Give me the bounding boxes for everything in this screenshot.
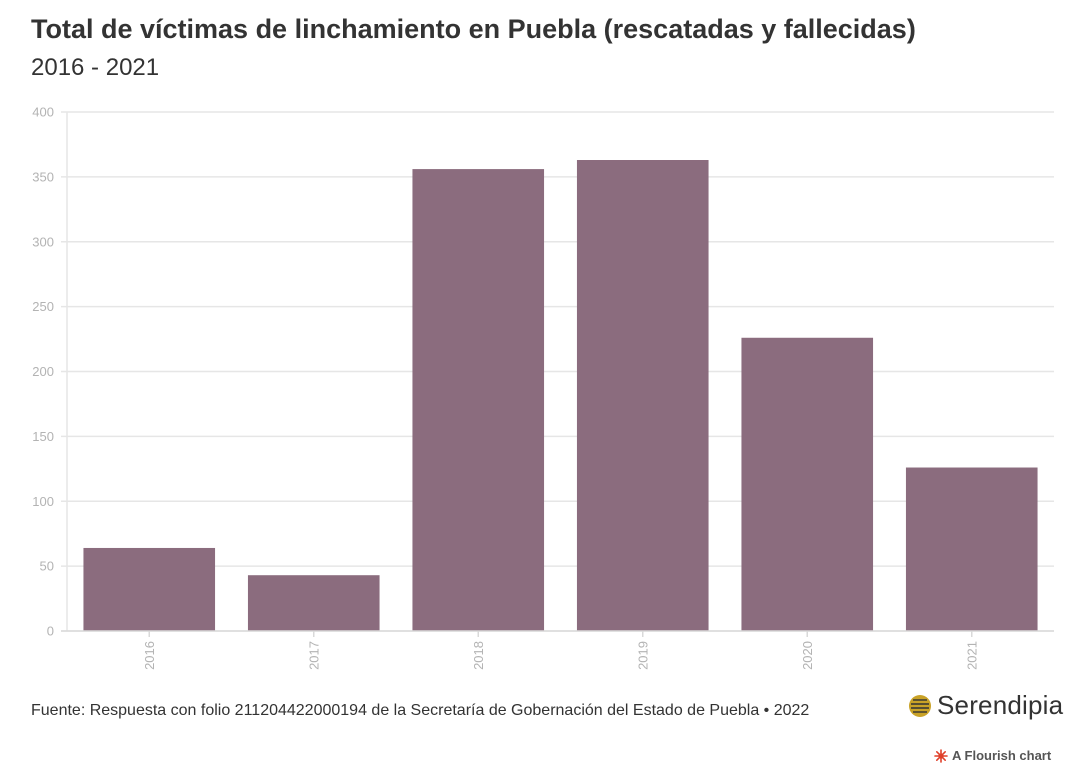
y-tick-label: 350 (32, 169, 54, 184)
bar (247, 575, 380, 631)
bar (905, 467, 1038, 631)
x-tick-label: 2018 (471, 641, 486, 670)
y-tick-label: 0 (47, 624, 54, 639)
flourish-icon (934, 748, 948, 763)
source-note: Fuente: Respuesta con folio 211204422000… (31, 702, 810, 719)
serendipia-logo-text: Serendipia (937, 690, 1064, 720)
x-tick-label: 2020 (800, 641, 815, 670)
flourish-credit-text: A Flourish chart (952, 748, 1052, 763)
y-tick-label: 200 (32, 364, 54, 379)
x-tick-label: 2017 (306, 641, 321, 670)
y-tick-label: 50 (40, 559, 54, 574)
chart-title: Total de víctimas de linchamiento en Pue… (31, 14, 916, 44)
bar (576, 160, 709, 631)
x-tick-label: 2016 (142, 641, 157, 670)
serendipia-logo-icon (909, 694, 931, 717)
bar (83, 547, 216, 631)
y-tick-label: 400 (32, 105, 54, 120)
x-tick-label: 2021 (964, 641, 979, 670)
y-tick-label: 100 (32, 494, 54, 509)
y-tick-label: 300 (32, 234, 54, 249)
chart-subtitle: 2016 - 2021 (31, 54, 160, 81)
serendipia-logo[interactable]: Serendipia (908, 690, 1063, 721)
flourish-credit-link[interactable]: A Flourish chart (934, 748, 1051, 763)
bar (412, 169, 545, 631)
y-tick-label: 250 (32, 299, 54, 314)
bar (741, 337, 874, 631)
x-tick-label: 2019 (635, 641, 650, 670)
y-tick-label: 150 (32, 429, 54, 444)
